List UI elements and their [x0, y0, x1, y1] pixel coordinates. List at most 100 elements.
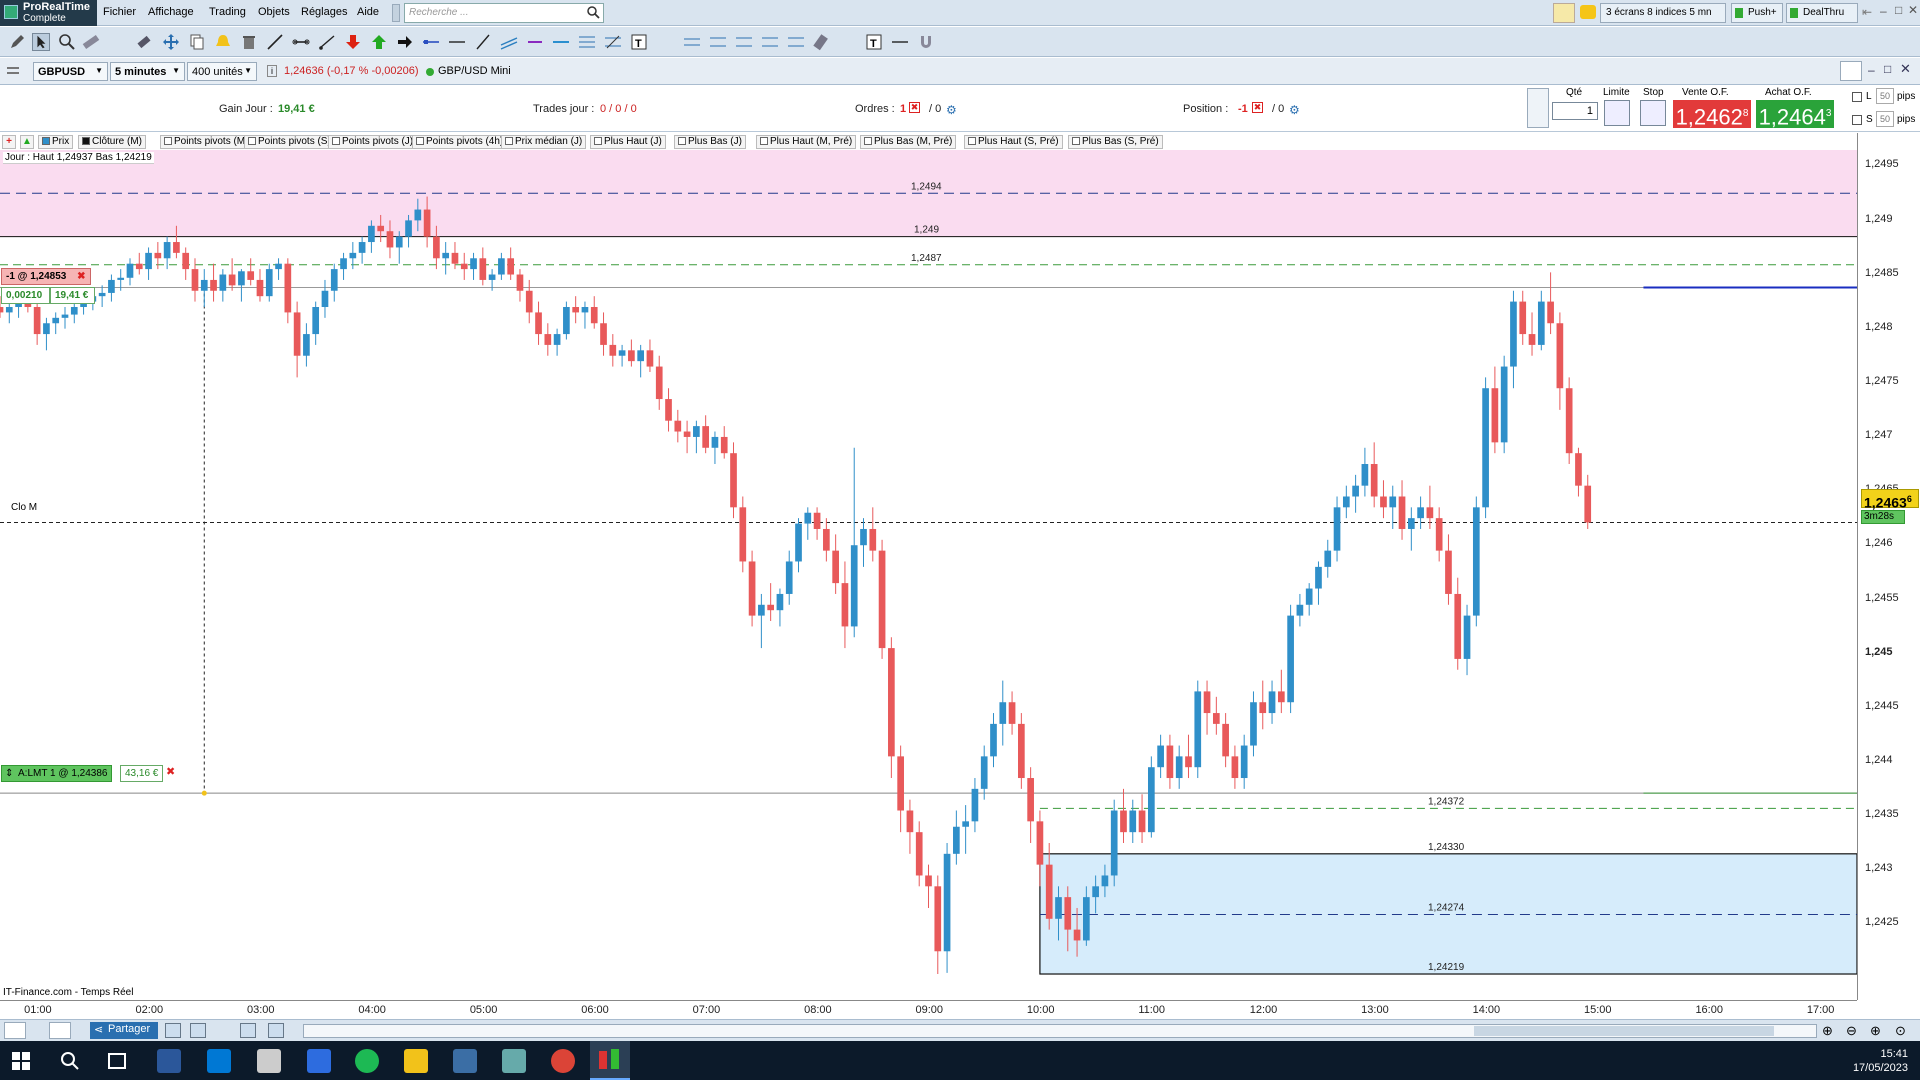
limit-order-button[interactable] [1604, 100, 1630, 126]
line-blue-icon[interactable] [552, 33, 570, 51]
fibonacci-icon[interactable] [578, 33, 596, 51]
screenshot-icon[interactable] [240, 1023, 256, 1038]
cursor-icon[interactable] [32, 33, 50, 51]
legend-item-12[interactable]: Plus Bas (S, Pré) [1068, 135, 1163, 149]
legend-item-2[interactable]: Points pivots (M) [160, 135, 253, 149]
calculator-icon[interactable] [453, 1049, 477, 1073]
drawing-style-icon[interactable] [4, 1022, 26, 1039]
legend-item-8[interactable]: Plus Bas (J) [674, 135, 746, 149]
menu-objets[interactable]: Objets [258, 6, 290, 18]
windows-start-icon[interactable] [12, 1052, 30, 1070]
timeframe-selector[interactable]: 5 minutes ▼ [110, 62, 185, 81]
limit-pips-input[interactable]: 50 [1876, 88, 1894, 104]
menu-reglages[interactable]: Réglages [301, 6, 348, 18]
legend-item-5[interactable]: Points pivots (4h) [412, 135, 508, 149]
search-input[interactable]: Recherche ... [404, 3, 604, 23]
projection-icon[interactable] [683, 33, 701, 51]
search-icon[interactable] [60, 1051, 80, 1071]
zoom-icon[interactable] [58, 33, 76, 51]
share-button[interactable]: ⋖ Partager [90, 1022, 158, 1039]
window-maximize-button[interactable]: □ [1895, 3, 1903, 17]
parallel-lines-icon[interactable] [709, 33, 727, 51]
legend-checkbox[interactable] [594, 137, 602, 145]
alert-bell-icon[interactable] [1580, 5, 1596, 19]
zoom-in-icon[interactable]: ⊕ [1870, 1023, 1881, 1038]
spotify-icon[interactable] [355, 1049, 379, 1073]
menu-affichage[interactable]: Affichage [148, 6, 194, 18]
legend-item-7[interactable]: Plus Haut (J) [590, 135, 666, 149]
magnet-icon[interactable] [917, 33, 935, 51]
scrollbar-thumb[interactable] [1474, 1026, 1774, 1036]
menu-trading[interactable]: Trading [209, 6, 246, 18]
search-icon[interactable] [586, 5, 600, 19]
window-close-button[interactable]: ✕ [1908, 3, 1919, 17]
word-icon[interactable] [157, 1049, 181, 1073]
task-view-icon[interactable] [108, 1053, 126, 1069]
gann-icon[interactable] [735, 33, 753, 51]
sell-arrow-icon[interactable] [344, 33, 362, 51]
chrome-icon[interactable] [551, 1049, 575, 1073]
chart-type-icon[interactable] [49, 1022, 71, 1039]
legend-item-3[interactable]: Points pivots (S) [244, 135, 335, 149]
panel-minimize-button[interactable]: – [1868, 63, 1875, 77]
close-position-icon[interactable]: ✖ [1252, 102, 1263, 113]
sell-button[interactable]: 1,24628 [1673, 100, 1751, 129]
panel-close-button[interactable]: ✕ [1900, 61, 1911, 76]
copy-icon[interactable] [188, 33, 206, 51]
ruler-icon[interactable] [82, 33, 100, 51]
cycles-icon[interactable] [787, 33, 805, 51]
legend-checkbox[interactable] [164, 137, 172, 145]
store-icon[interactable] [207, 1049, 231, 1073]
legend-item-6[interactable]: Prix médian (J) [501, 135, 587, 149]
order-ticket-icon[interactable] [1527, 88, 1549, 128]
indicators-icon[interactable] [268, 1023, 284, 1038]
refresh-icon[interactable] [1840, 61, 1862, 81]
panel-maximize-button[interactable]: □ [1884, 62, 1892, 76]
window-back-icon[interactable]: ⇤ [1862, 5, 1873, 19]
retracement-icon[interactable] [604, 33, 622, 51]
stop-order-button[interactable] [1640, 100, 1666, 126]
prorealtime-taskbar-button[interactable] [590, 1041, 630, 1080]
marker-icon[interactable] [813, 33, 831, 51]
chart-settings-icon[interactable] [6, 64, 20, 78]
symbol-selector[interactable]: GBPUSD ▼ [33, 62, 108, 81]
folder-icon[interactable] [404, 1049, 428, 1073]
drawing-mode-icon[interactable] [1553, 3, 1575, 23]
trendline-icon[interactable] [266, 33, 284, 51]
legend-checkbox[interactable] [416, 137, 424, 145]
legend-checkbox[interactable] [505, 137, 513, 145]
legend-checkbox[interactable] [42, 137, 50, 145]
text-box-icon[interactable]: T [865, 33, 883, 51]
cancel-orders-icon[interactable]: ✖ [909, 102, 920, 113]
legend-checkbox[interactable] [248, 137, 256, 145]
buy-arrow-icon[interactable] [370, 33, 388, 51]
units-selector[interactable]: 400 unités ▼ [187, 62, 257, 81]
text-tool-icon[interactable]: T [630, 33, 648, 51]
push-button[interactable]: Push+ [1731, 3, 1783, 23]
legend-item-0[interactable]: Prix [38, 135, 74, 149]
eraser-icon[interactable] [135, 33, 153, 51]
limit-order-tag[interactable]: ⇕ A:LMT 1 @ 1,24386 [1, 765, 113, 782]
arrow-right-icon[interactable] [396, 33, 414, 51]
horizontal-scrollbar[interactable] [303, 1024, 1817, 1038]
horizontal-segment-icon[interactable] [891, 33, 909, 51]
gear-icon[interactable]: ⚙ [1289, 103, 1300, 117]
legend-checkbox[interactable] [968, 137, 976, 145]
move-icon[interactable] [162, 33, 180, 51]
legend-checkbox[interactable] [678, 137, 686, 145]
system-clock[interactable]: 15:41 17/05/2023 [1853, 1047, 1908, 1075]
qty-input[interactable]: 1 [1552, 102, 1598, 120]
legend-checkbox[interactable] [760, 137, 768, 145]
menu-fichier[interactable]: Fichier [103, 6, 137, 18]
info-icon[interactable]: i [267, 65, 277, 77]
add-chart-icon[interactable] [190, 1023, 206, 1038]
alert-bell-tool-icon[interactable] [214, 33, 232, 51]
gear-icon[interactable]: ⚙ [946, 103, 957, 117]
cancel-limit-order-icon[interactable]: ✖ [166, 766, 176, 778]
legend-checkbox[interactable] [332, 137, 340, 145]
layout-icon[interactable] [165, 1023, 181, 1038]
legend-checkbox[interactable] [82, 137, 90, 145]
position-tag[interactable]: -1 @ 1,24853 ✖ [1, 268, 91, 285]
expand-legend-icon[interactable]: ▲ [20, 135, 34, 149]
screens-selector[interactable]: 3 écrans 8 indices 5 mn [1600, 3, 1726, 23]
